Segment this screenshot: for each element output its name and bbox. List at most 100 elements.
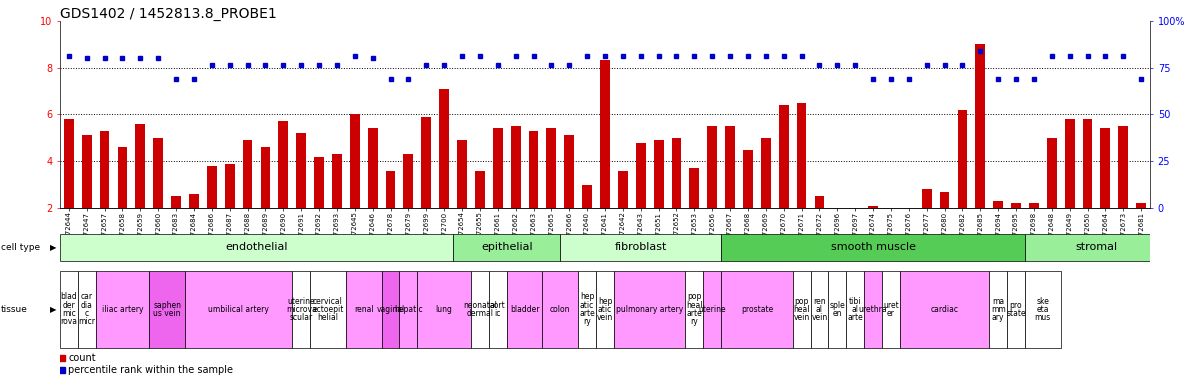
Bar [793,271,811,348]
Bar [63,119,74,208]
Text: umbilical artery: umbilical artery [208,305,270,314]
Bar [582,185,592,208]
Bar [636,142,646,208]
Bar [386,171,395,208]
Text: cervical
ectoepit
helial: cervical ectoepit helial [313,297,344,322]
Bar [900,271,990,348]
Bar [957,110,967,208]
Bar [243,140,253,208]
Bar [81,135,91,208]
Bar [492,128,503,208]
Text: colon: colon [550,305,570,314]
Bar [399,271,417,348]
Text: cell type: cell type [1,243,41,252]
Text: bladder: bladder [510,305,539,314]
Text: iliac artery: iliac artery [102,305,144,314]
Bar [1047,138,1057,208]
Bar [453,234,561,261]
Bar [135,124,145,208]
Bar [510,126,521,208]
Bar [564,135,574,208]
Bar [975,44,985,208]
Bar [846,271,864,348]
Bar [597,271,613,348]
Bar [990,271,1008,348]
Bar [96,271,150,348]
Text: blad
der
mic
rova: blad der mic rova [60,292,78,326]
Text: fibroblast: fibroblast [615,243,667,252]
Text: hep
atic
vein: hep atic vein [597,297,613,322]
Text: car
dia
c
micr: car dia c micr [78,292,95,326]
Bar [882,271,900,348]
Bar [314,157,323,208]
Bar [350,114,359,208]
Bar [440,88,449,208]
Text: endothelial: endothelial [225,243,288,252]
Bar [689,168,700,208]
Text: ren
al
vein: ren al vein [811,297,828,322]
Bar [851,208,860,218]
Bar [422,117,431,208]
Bar [864,271,882,348]
Bar [904,208,914,220]
Bar [1136,203,1146,208]
Bar [811,271,828,348]
Bar [546,128,556,208]
Bar [828,271,846,348]
Bar [797,103,806,208]
Bar [184,271,292,348]
Text: urethra: urethra [859,305,888,314]
Bar [368,128,377,208]
Bar [225,164,235,208]
Text: sple
en: sple en [829,301,846,318]
Bar [833,208,842,218]
Text: pop
heal
vein: pop heal vein [793,297,810,322]
Bar [725,126,736,208]
Bar [1119,126,1129,208]
Bar [150,271,184,348]
Bar [207,166,217,208]
Text: tissue: tissue [1,305,28,314]
Text: pro
state: pro state [1006,301,1025,318]
Text: ▶: ▶ [50,243,56,252]
Bar [171,196,181,208]
Bar [260,147,271,208]
Bar [1011,203,1021,208]
Bar [1101,128,1111,208]
Text: GDS1402 / 1452813.8_PROBE1: GDS1402 / 1452813.8_PROBE1 [60,7,277,21]
Text: renal: renal [353,305,374,314]
Bar [761,138,770,208]
Bar [685,271,703,348]
Bar [993,201,1003,208]
Bar [721,271,793,348]
Bar [1025,271,1060,348]
Bar [815,196,824,208]
Bar [458,140,467,208]
Bar [921,189,932,208]
Text: ske
eta
mus: ske eta mus [1035,297,1051,322]
Bar [60,234,453,261]
Bar [707,126,718,208]
Text: cardiac: cardiac [931,305,958,314]
Bar [296,133,305,208]
Text: uret
er: uret er [883,301,898,318]
Bar [721,234,1025,261]
Text: pop
heal
arte
ry: pop heal arte ry [686,292,702,326]
Text: smooth muscle: smooth muscle [830,243,915,252]
Bar [404,154,413,208]
Bar [117,147,127,208]
Bar [78,271,96,348]
Bar [600,60,610,208]
Bar [507,271,543,348]
Bar [471,271,489,348]
Bar [1008,271,1025,348]
Bar [561,234,721,261]
Text: pulmonary artery: pulmonary artery [616,305,683,314]
Bar [278,122,289,208]
Bar [310,271,346,348]
Bar [346,271,382,348]
Bar [382,271,399,348]
Bar [939,192,950,208]
Text: saphen
us vein: saphen us vein [153,301,181,318]
Text: tibi
al
arte: tibi al arte [847,297,863,322]
